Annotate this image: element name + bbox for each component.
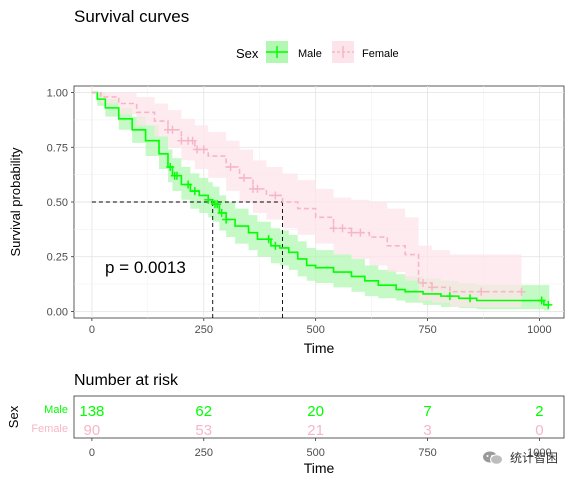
censor-mark-female [427,283,436,292]
risk-count-female: 0 [535,422,543,439]
censor-mark-male [466,294,475,303]
x-tick-label: 500 [306,324,324,336]
survival-curves [91,91,550,306]
risk-count-male: 7 [423,403,431,420]
y-tick-label: 0.75 [47,142,68,154]
risk-table-x-ticks: 0 250 500 750 1000 [89,438,552,459]
censor-mark-female [356,228,365,237]
censor-mark-female [168,125,177,134]
legend: Sex Male Female [236,41,399,63]
y-tick-label: 0.25 [47,252,68,264]
censor-mark-male [190,187,199,196]
censor-mark-female [338,224,347,233]
risk-table-title: Number at risk [74,372,179,389]
risk-count-female: 90 [84,422,101,439]
risk-x-tick-label: 750 [418,447,436,459]
censor-mark-female [253,184,262,193]
risk-count-male: 2 [535,403,543,420]
censor-mark-female [477,287,486,296]
censor-mark-male [271,241,280,250]
censor-mark-male [172,171,181,180]
censor-mark-female [226,162,235,171]
survival-curve-female [91,91,522,293]
risk-x-tick-label: 1000 [527,447,551,459]
risk-count-male: 20 [307,403,324,420]
x-tick-label: 750 [418,324,436,336]
x-tick-label: 1000 [527,324,551,336]
y-tick-label: 0.00 [47,306,68,318]
risk-table-y-label: Sex [6,405,21,428]
censor-mark-female [177,136,186,145]
legend-label-female: Female [362,48,399,60]
p-value-annotation: p = 0.0013 [105,258,186,277]
censor-mark-male [213,200,222,209]
risk-count-male: 138 [79,403,104,420]
survival-curve-male [91,91,550,306]
x-tick-label: 250 [195,324,213,336]
x-axis-ticks: 0 250 500 750 1000 [89,318,552,336]
y-axis-ticks: 0.00 0.25 0.50 0.75 1.00 [47,88,74,318]
survival-plot-panel: 0.00 0.25 0.50 0.75 1.00 0 250 500 750 1000 p = … [47,85,565,336]
confidence-band-female [91,92,522,308]
risk-count-female: 53 [195,422,212,439]
censor-mark-female [419,278,428,287]
censor-mark-male [544,300,553,309]
censor-marks [163,125,553,309]
censor-mark-female [240,173,249,182]
y-axis-label: Survival probability [8,147,23,257]
legend-key-male [266,41,288,63]
risk-x-tick-label: 0 [89,447,95,459]
risk-count-female: 3 [423,422,431,439]
censor-mark-male [166,162,175,171]
legend-title: Sex [236,46,259,61]
risk-count-female: 21 [307,422,324,439]
legend-key-female [332,41,354,63]
censor-mark-female [271,191,280,200]
censor-mark-female [329,224,338,233]
legend-label-male: Male [298,48,322,60]
wechat-icon [482,450,504,466]
risk-count-male: 62 [195,403,212,420]
y-tick-label: 1.00 [47,88,68,100]
censor-mark-female [517,287,526,296]
x-axis-label: Time [304,340,335,356]
plot-title: Survival curves [74,7,189,26]
risk-x-tick-label: 250 [195,447,213,459]
censor-mark-male [217,208,226,217]
censor-mark-male [445,292,454,301]
y-tick-label: 0.50 [47,197,68,209]
risk-table-x-label: Time [304,460,335,476]
risk-table-cells: 138 62 20 7 2 90 53 21 3 0 [79,403,543,439]
risk-table-border [73,395,565,439]
risk-x-tick-label: 500 [306,447,324,459]
median-lines [91,201,283,318]
risk-row-label-male: Male [44,404,68,416]
confidence-bands [91,92,550,311]
censor-mark-male [204,195,213,204]
censor-mark-female [347,228,356,237]
censor-mark-female [188,136,197,145]
x-tick-label: 0 [89,324,95,336]
censor-mark-female [199,145,208,154]
watermark-text: 统计智困 [509,451,558,465]
risk-row-label-female: Female [31,423,68,435]
watermark: 统计智困 [482,449,558,466]
censor-mark-male [222,215,231,224]
censor-mark-male [184,180,193,189]
censor-mark-male [537,296,546,305]
censor-mark-female [193,145,202,154]
censor-mark-male [264,235,273,244]
